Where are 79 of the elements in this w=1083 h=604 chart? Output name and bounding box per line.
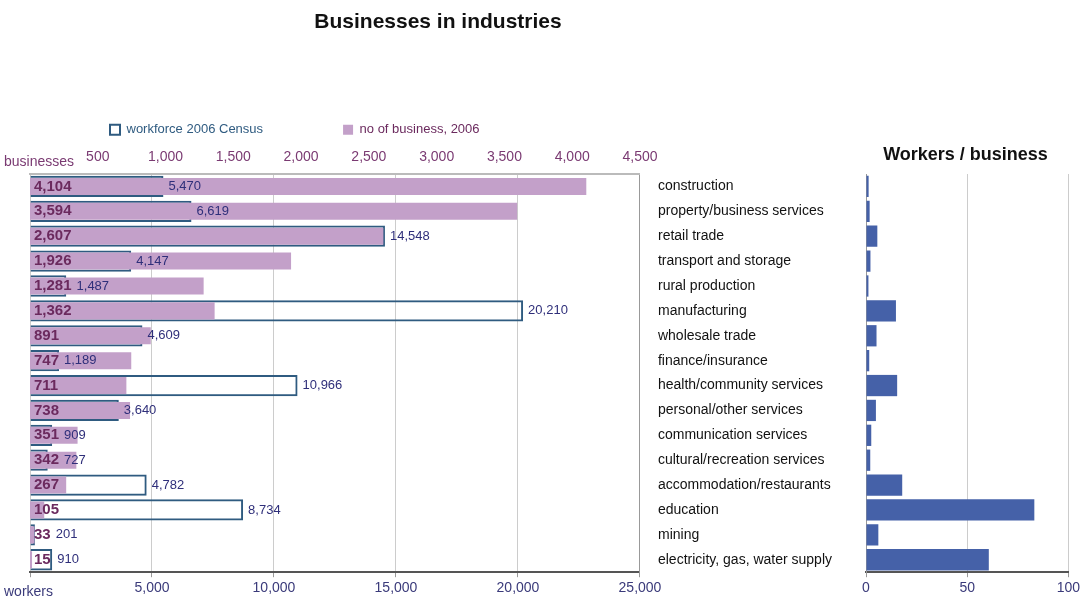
x2-tick-label: 1,000 bbox=[148, 148, 184, 165]
data-label: 738 bbox=[34, 400, 60, 418]
x-tick-label: 5,000 bbox=[134, 579, 170, 596]
x2-tick-label: 3,000 bbox=[419, 148, 455, 165]
legend-label: no of business, 2006 bbox=[359, 121, 480, 137]
x2-tick-label: 2,500 bbox=[351, 148, 387, 165]
bar bbox=[866, 325, 877, 347]
y-tick-label: manufacturing bbox=[657, 301, 747, 318]
x2-tick-label: 4,000 bbox=[554, 148, 590, 165]
y-tick-label: education bbox=[657, 500, 719, 517]
data-label: 267 bbox=[34, 475, 60, 493]
data-label: 711 bbox=[34, 375, 59, 393]
chart-title: Workers / business bbox=[883, 144, 1048, 165]
bar bbox=[866, 200, 870, 222]
data-label: 351 bbox=[34, 425, 60, 443]
data-label: 6,619 bbox=[196, 202, 230, 218]
x2-tick-label: 1,500 bbox=[215, 148, 252, 165]
data-label: 20,210 bbox=[528, 302, 568, 318]
bar bbox=[866, 474, 903, 496]
data-label: 891 bbox=[34, 325, 60, 343]
data-label: 747 bbox=[34, 350, 60, 368]
x-tick-label: 0 bbox=[862, 579, 871, 596]
x-tick-label: 10,000 bbox=[252, 579, 296, 596]
x-tick-label: 15,000 bbox=[374, 579, 418, 596]
y-tick-label: communication services bbox=[657, 426, 808, 443]
bar bbox=[866, 225, 878, 247]
data-label: 3,640 bbox=[123, 402, 157, 418]
data-label: 8,734 bbox=[248, 501, 281, 517]
x2-tick-label: 500 bbox=[86, 148, 110, 165]
data-label: 105 bbox=[34, 500, 60, 518]
y-tick-label: accommodation/restaurants bbox=[657, 475, 831, 492]
x-tick-label: 20,000 bbox=[496, 579, 540, 596]
data-label: 1,281 bbox=[34, 276, 72, 294]
y-tick-label: mining bbox=[657, 525, 700, 542]
y-tick-label: wholesale trade bbox=[656, 326, 757, 343]
x2-tick-label: 2,000 bbox=[283, 148, 319, 165]
bar bbox=[866, 175, 869, 198]
data-label: 1,189 bbox=[64, 352, 97, 368]
data-label: 2,607 bbox=[34, 226, 72, 244]
y-tick-label: personal/other services bbox=[657, 401, 803, 418]
y-tick-label: rural production bbox=[657, 276, 756, 293]
bar bbox=[866, 549, 989, 571]
chart-title: Businesses in industries bbox=[314, 9, 562, 33]
data-label: 1,926 bbox=[34, 251, 72, 269]
y-tick-label: cultural/recreation services bbox=[657, 451, 825, 468]
x2-tick-label: 3,500 bbox=[486, 148, 523, 165]
data-label: 4,609 bbox=[147, 327, 180, 343]
y-tick-label: health/community services bbox=[657, 376, 823, 393]
data-label: 10,966 bbox=[302, 377, 343, 393]
y-tick-label: property/business services bbox=[657, 202, 824, 219]
bar bbox=[866, 499, 1035, 521]
data-label: 4,104 bbox=[34, 176, 73, 194]
data-label: 4,782 bbox=[151, 476, 185, 492]
y-tick-label: retail trade bbox=[657, 227, 725, 244]
data-label: 33 bbox=[34, 525, 51, 543]
bar bbox=[866, 374, 898, 397]
data-label: 4,147 bbox=[136, 252, 169, 268]
y-tick-label: construction bbox=[657, 177, 734, 194]
legend-label: workforce 2006 Census bbox=[125, 121, 264, 137]
x-tick-label: 25,000 bbox=[618, 579, 662, 596]
x-tick-label: 50 bbox=[959, 579, 976, 596]
data-label: 14,548 bbox=[389, 227, 430, 243]
x-axis-title: workers bbox=[3, 582, 54, 599]
y-tick-label: finance/insurance bbox=[657, 351, 768, 368]
data-label: 201 bbox=[55, 526, 78, 542]
data-label: 1,487 bbox=[76, 277, 110, 293]
x2-tick-label: 4,500 bbox=[622, 148, 658, 165]
data-label: 342 bbox=[34, 450, 60, 468]
data-label: 5,470 bbox=[168, 178, 202, 194]
data-label: 3,594 bbox=[34, 201, 73, 219]
x-tick-label: 100 bbox=[1056, 579, 1081, 596]
x2-axis-title: businesses bbox=[4, 153, 75, 170]
bar bbox=[866, 524, 879, 546]
data-label: 1,362 bbox=[34, 301, 72, 319]
bar bbox=[866, 399, 876, 422]
y-tick-label: electricity, gas, water supply bbox=[657, 550, 832, 567]
data-label: 910 bbox=[57, 551, 79, 567]
y-tick-label: transport and storage bbox=[657, 251, 792, 268]
bar bbox=[866, 300, 896, 322]
